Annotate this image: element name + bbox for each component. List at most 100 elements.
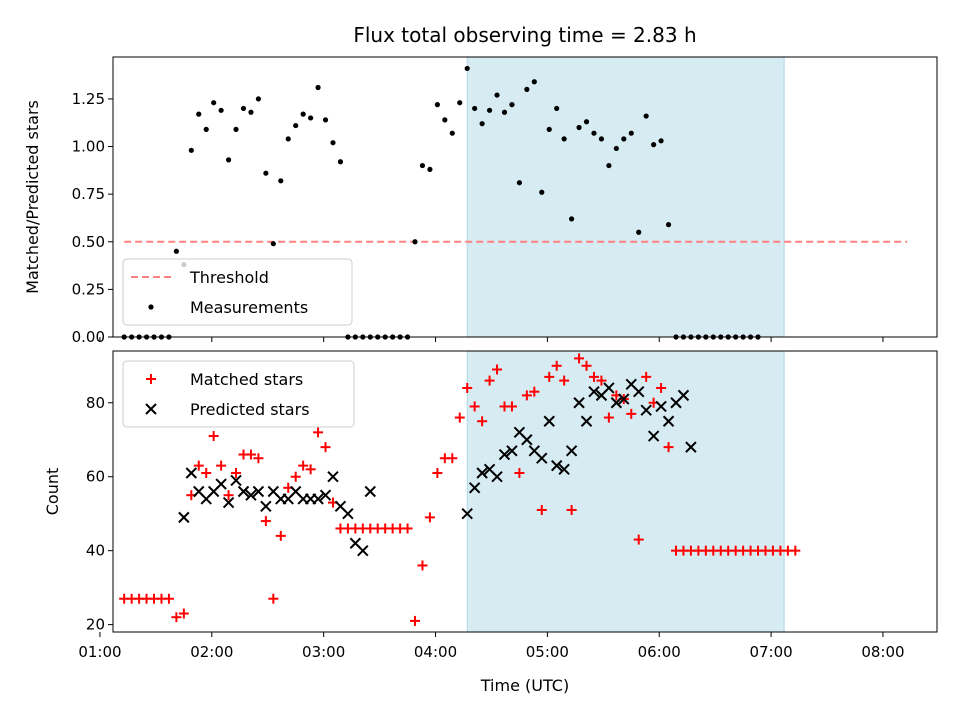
panel-ratio: 0.00 0.25 0.50 0.75 1.00 1.25 Matched/Predict… xyxy=(23,56,938,346)
predicted-star-point xyxy=(565,445,578,457)
predicted-star-point xyxy=(618,393,630,405)
matched-star-point xyxy=(201,468,212,479)
measurement-point xyxy=(449,130,455,136)
y-axis-label-bottom: Count xyxy=(43,468,62,516)
predicted-star-point xyxy=(185,467,198,479)
panel-count: 20 40 60 80 01:00 02:00 03:00 04:00 05:00 06:00 07… xyxy=(43,350,938,695)
measurement-point xyxy=(628,130,634,136)
predicted-star-point xyxy=(222,496,235,509)
measurement-point xyxy=(330,140,336,146)
measurement-point xyxy=(196,111,202,117)
matched-star-point xyxy=(216,460,227,471)
predicted-star-point xyxy=(178,511,190,524)
measurement-point xyxy=(598,136,605,142)
measurement-point xyxy=(606,162,612,169)
measurement-point xyxy=(442,117,448,123)
matched-star-point xyxy=(544,371,555,382)
measurement-point xyxy=(591,130,597,136)
matched-star-point xyxy=(566,504,577,515)
matched-star-point xyxy=(290,471,301,482)
measurement-point xyxy=(434,102,440,108)
measurement-point xyxy=(211,100,217,106)
measurement-point xyxy=(300,111,306,117)
measurement-point xyxy=(412,239,418,245)
matched-stars-points xyxy=(119,353,801,626)
measurement-point xyxy=(658,138,664,144)
legend-matched-swatch xyxy=(146,374,156,384)
predicted-star-point xyxy=(364,485,376,498)
axis-ticks-bottom: 20 40 60 80 01:00 02:00 03:00 04:00 05:00 06:00 07… xyxy=(78,394,904,661)
matched-star-point xyxy=(223,490,234,501)
legend-measurements-swatch xyxy=(148,304,154,310)
predicted-star-point xyxy=(588,385,600,398)
y-tick-label: 60 xyxy=(86,468,105,486)
predicted-star-point xyxy=(677,389,690,402)
predicted-stars-points xyxy=(178,378,697,557)
measurement-point xyxy=(569,216,575,222)
measurement-point xyxy=(613,145,619,152)
legend-matched-label: Matched stars xyxy=(190,370,303,389)
predicted-star-point xyxy=(245,489,257,501)
x-axis-label: Time (UTC) xyxy=(480,676,569,695)
observing-window-shade-top xyxy=(466,56,785,338)
matched-star-point xyxy=(790,545,801,556)
matched-star-point xyxy=(506,401,517,412)
predicted-star-point xyxy=(506,445,518,457)
x-tick-label: 05:00 xyxy=(526,643,569,661)
measurement-point xyxy=(651,142,657,148)
predicted-star-point xyxy=(603,382,615,394)
predicted-star-point xyxy=(580,415,593,427)
matched-star-point xyxy=(432,468,443,479)
matched-star-point xyxy=(268,593,279,604)
measurement-point xyxy=(270,241,276,247)
x-tick-label: 08:00 xyxy=(861,643,904,661)
predicted-star-point xyxy=(237,485,250,498)
matched-star-point xyxy=(208,431,219,442)
legend-bottom: Matched stars Predicted stars xyxy=(122,360,355,428)
predicted-star-point xyxy=(461,507,473,520)
matched-star-point xyxy=(596,375,607,386)
y-axis-label-top: Matched/Predicted stars xyxy=(23,100,42,294)
matched-star-point xyxy=(656,382,667,393)
measurement-point xyxy=(240,105,247,112)
matched-star-point xyxy=(492,364,503,375)
measurement-point xyxy=(464,65,470,72)
y-tick-label: 40 xyxy=(86,542,105,560)
matched-star-point xyxy=(588,371,599,382)
measurement-point xyxy=(516,180,523,186)
legend-box-bottom xyxy=(122,360,355,428)
measurement-point xyxy=(479,121,485,127)
measurement-point xyxy=(576,124,582,131)
chart-title: Flux total observing time = 2.83 h xyxy=(353,23,696,47)
predicted-star-point xyxy=(498,448,511,461)
matched-star-point xyxy=(260,516,271,527)
y-tick-label: 20 xyxy=(86,616,105,634)
predicted-star-point xyxy=(647,430,660,442)
x-tick-label: 01:00 xyxy=(78,643,121,661)
legend-predicted-swatch xyxy=(145,403,157,415)
y-tick-label: 80 xyxy=(86,394,105,412)
matched-star-point xyxy=(529,386,540,397)
matched-star-point xyxy=(521,390,532,401)
axis-ticks-top: 0.00 0.25 0.50 0.75 1.00 1.25 xyxy=(72,90,884,346)
observing-window-shade-bottom xyxy=(466,350,785,633)
matched-star-point xyxy=(559,375,570,386)
predicted-star-point xyxy=(252,485,265,498)
matched-star-point xyxy=(454,412,465,423)
matched-star-point xyxy=(514,468,525,479)
legend-top: Threshold Measurements xyxy=(122,258,353,326)
measurement-point xyxy=(203,126,209,132)
measurement-point xyxy=(188,147,194,153)
x-tick-label: 06:00 xyxy=(638,643,681,661)
matched-star-point xyxy=(641,371,652,382)
measurement-point xyxy=(539,189,545,195)
measurement-point xyxy=(561,136,567,142)
axes-frame-bottom xyxy=(112,350,938,633)
predicted-star-point xyxy=(468,482,481,494)
predicted-star-point xyxy=(640,404,652,416)
legend-plus-marker xyxy=(146,374,156,384)
measurement-point xyxy=(427,166,433,172)
predicted-star-point xyxy=(230,474,242,487)
measurement-point xyxy=(255,96,262,102)
